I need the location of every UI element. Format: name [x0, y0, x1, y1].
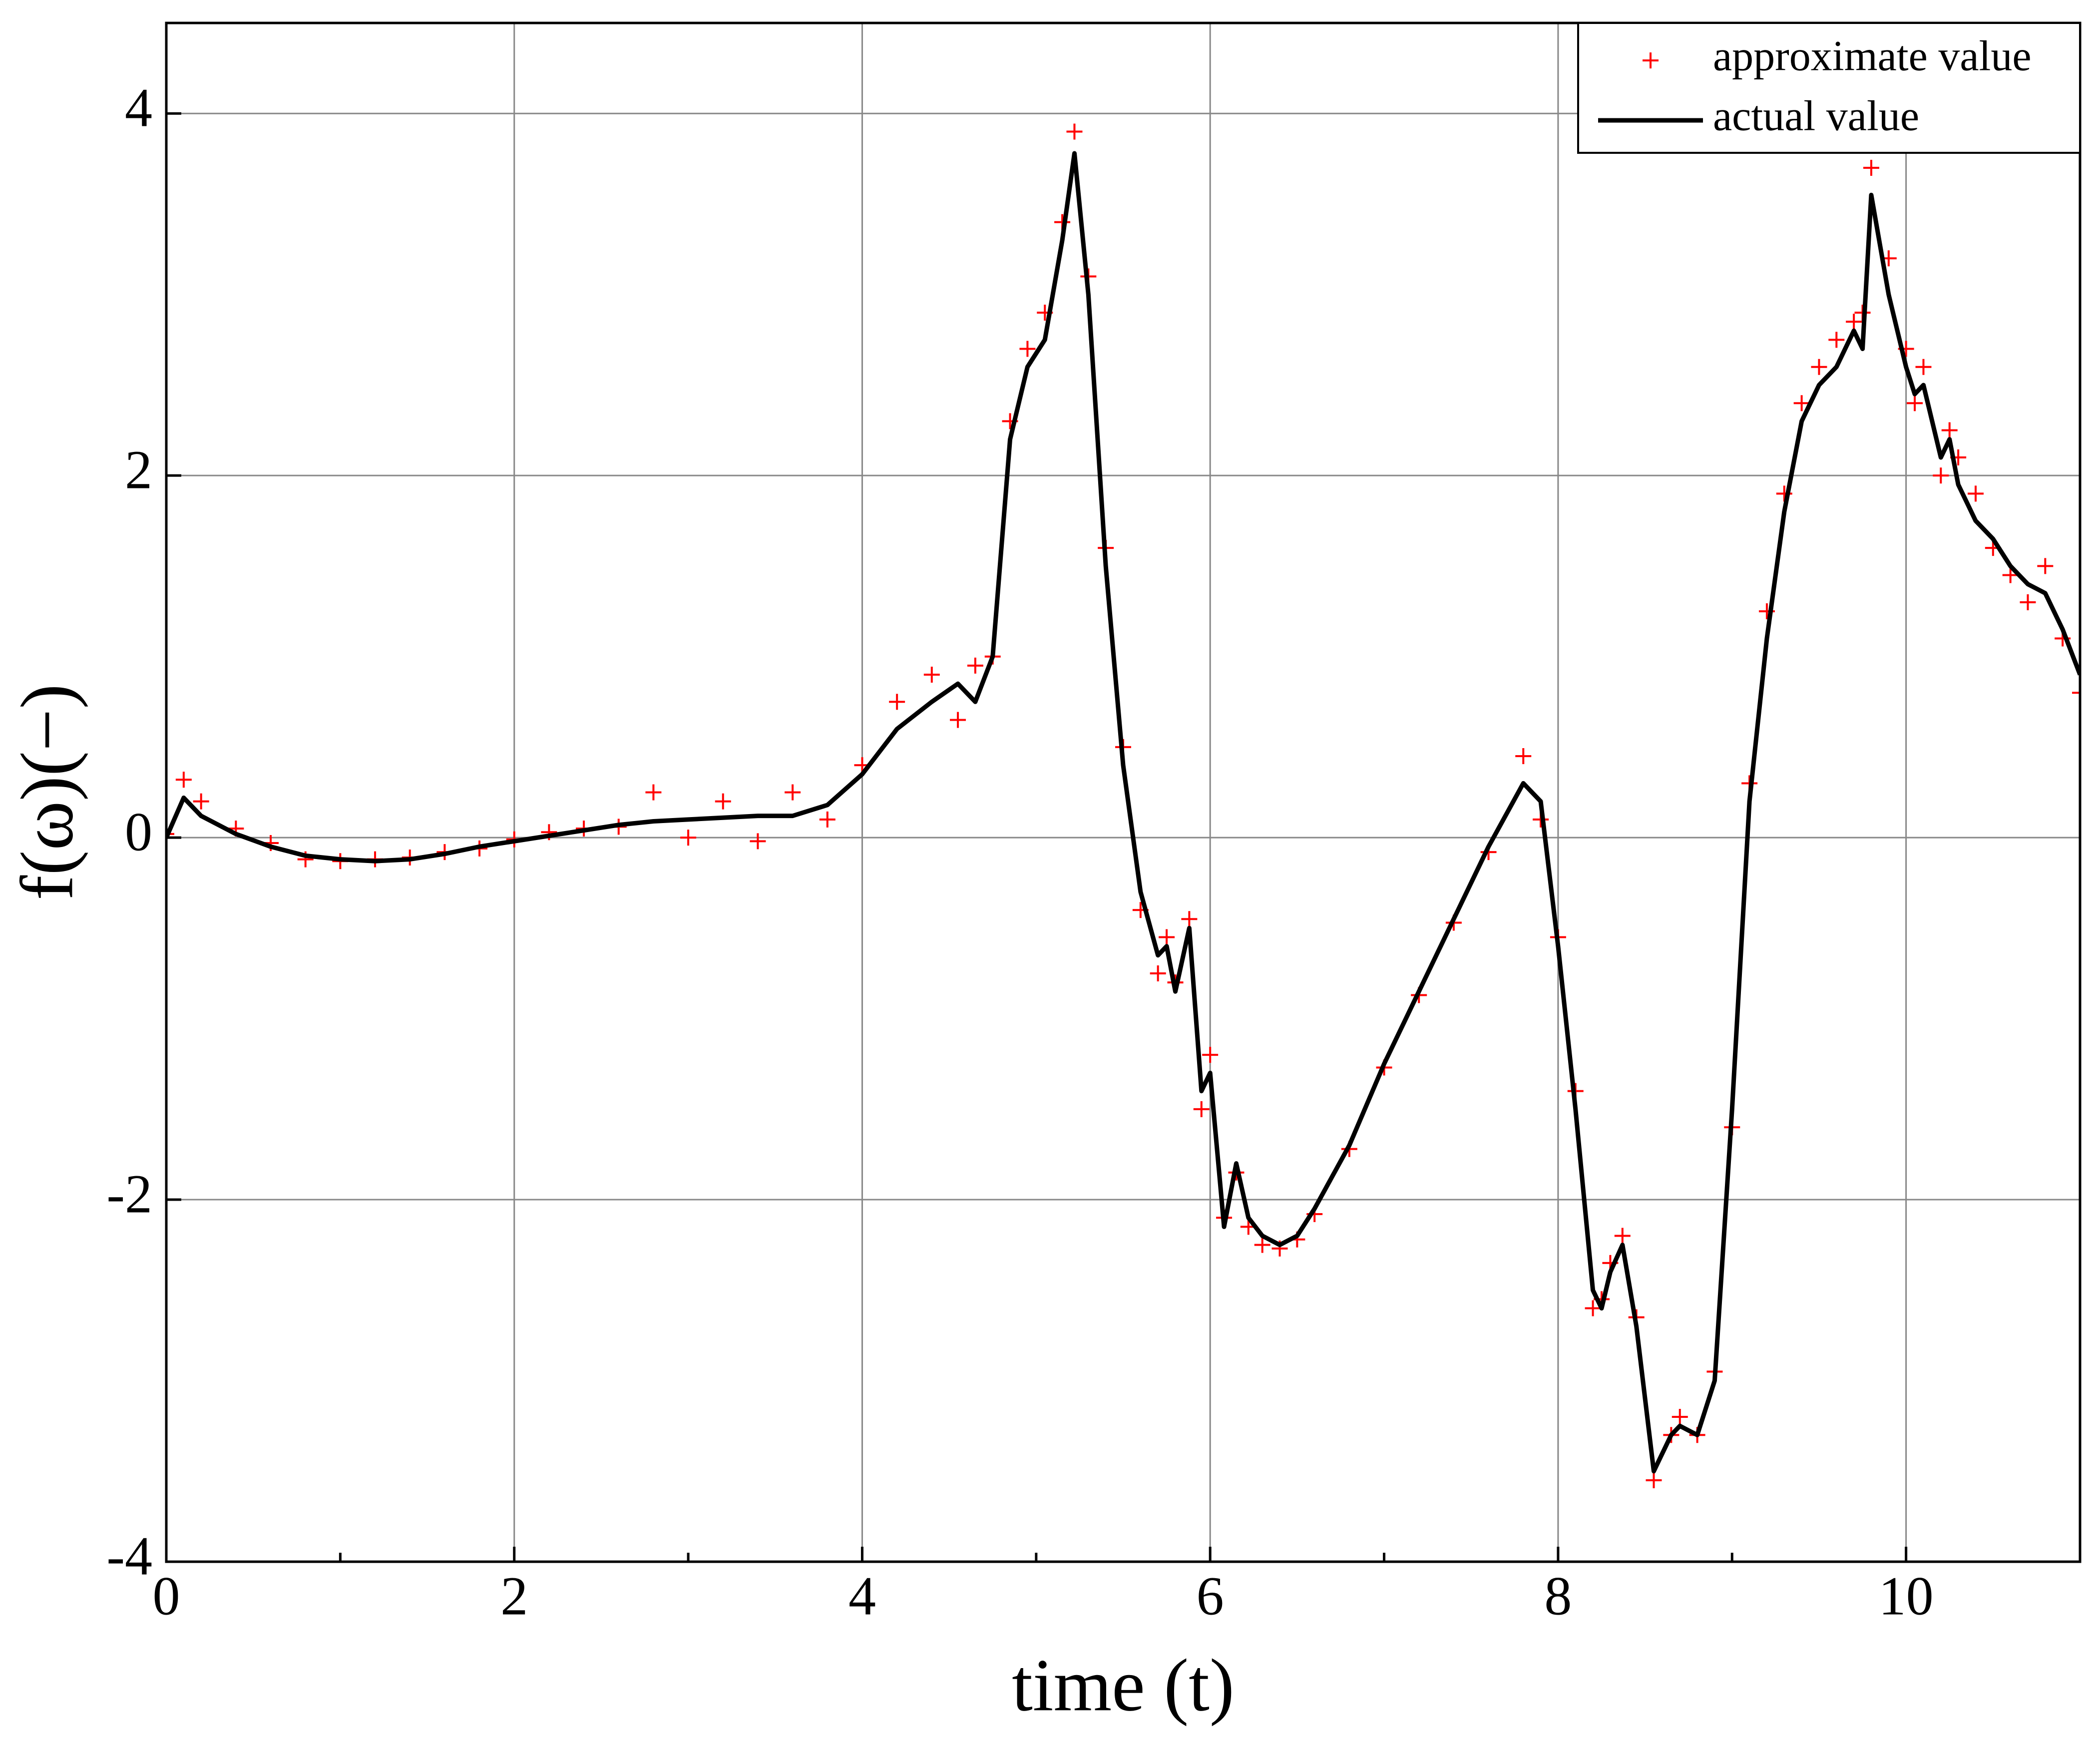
approx-marker — [1150, 965, 1166, 981]
x-tick-label: 8 — [1544, 1565, 1572, 1626]
approx-marker — [166, 826, 174, 842]
approx-marker — [889, 694, 905, 710]
approx-marker — [1863, 159, 1879, 176]
approx-marker — [715, 793, 731, 810]
approx-marker — [680, 830, 697, 846]
x-tick-label: 10 — [1879, 1565, 1934, 1626]
series-line — [166, 151, 2080, 1474]
x-tick-label: 2 — [500, 1565, 528, 1626]
approx-marker — [967, 657, 983, 674]
x-tick-label: 6 — [1197, 1565, 1224, 1626]
approx-marker — [2020, 594, 2036, 610]
x-tick-label: 4 — [848, 1565, 876, 1626]
x-axis-label: time (t) — [1012, 1644, 1235, 1727]
approx-marker — [1907, 395, 1923, 412]
approx-marker — [1515, 748, 1532, 765]
approx-marker — [923, 666, 940, 683]
approx-marker — [1828, 332, 1845, 348]
y-tick-label: -2 — [106, 1163, 152, 1224]
approx-marker — [819, 811, 836, 828]
approx-marker — [1193, 1101, 1210, 1117]
legend-box — [1577, 22, 2081, 154]
approx-marker — [1846, 314, 1862, 330]
approx-marker — [193, 793, 209, 810]
approx-marker — [1202, 1047, 1219, 1063]
approx-marker — [1811, 359, 1827, 375]
y-tick-label: 2 — [125, 439, 152, 500]
approx-marker — [1915, 359, 1932, 375]
approx-marker — [1646, 1472, 1662, 1488]
approx-marker — [645, 784, 662, 801]
approx-marker — [2072, 685, 2080, 701]
approx-marker — [1672, 1409, 1688, 1425]
y-tick-label: 0 — [125, 801, 152, 862]
approx-marker — [1614, 1228, 1631, 1244]
legend-label: approximate value — [1713, 32, 2032, 80]
approx-marker — [1159, 929, 1175, 945]
approx-marker — [1585, 1300, 1601, 1316]
x-tick-label: 0 — [153, 1565, 180, 1626]
y-tick-label: -4 — [106, 1525, 152, 1586]
approx-marker — [1066, 123, 1083, 140]
approx-marker — [2037, 558, 2054, 574]
legend-label: actual value — [1713, 92, 1919, 140]
approx-marker — [950, 712, 966, 728]
approx-marker — [1181, 911, 1198, 927]
approx-marker — [2002, 567, 2019, 583]
approx-marker — [750, 833, 766, 850]
y-tick-label: 4 — [125, 77, 152, 138]
approx-marker — [1793, 395, 1810, 412]
approx-marker — [175, 772, 192, 788]
plot-area — [166, 123, 2080, 1488]
approx-marker — [1941, 422, 1958, 438]
approx-marker — [1933, 467, 1949, 484]
approx-marker — [1254, 1237, 1270, 1253]
approx-marker — [785, 784, 801, 801]
y-axis-label: f(ω)(−) — [5, 684, 88, 900]
approx-marker — [1967, 485, 1984, 502]
legend-marker — [1643, 52, 1659, 68]
approx-marker — [1019, 341, 1036, 357]
plot-frame — [165, 21, 2082, 1563]
